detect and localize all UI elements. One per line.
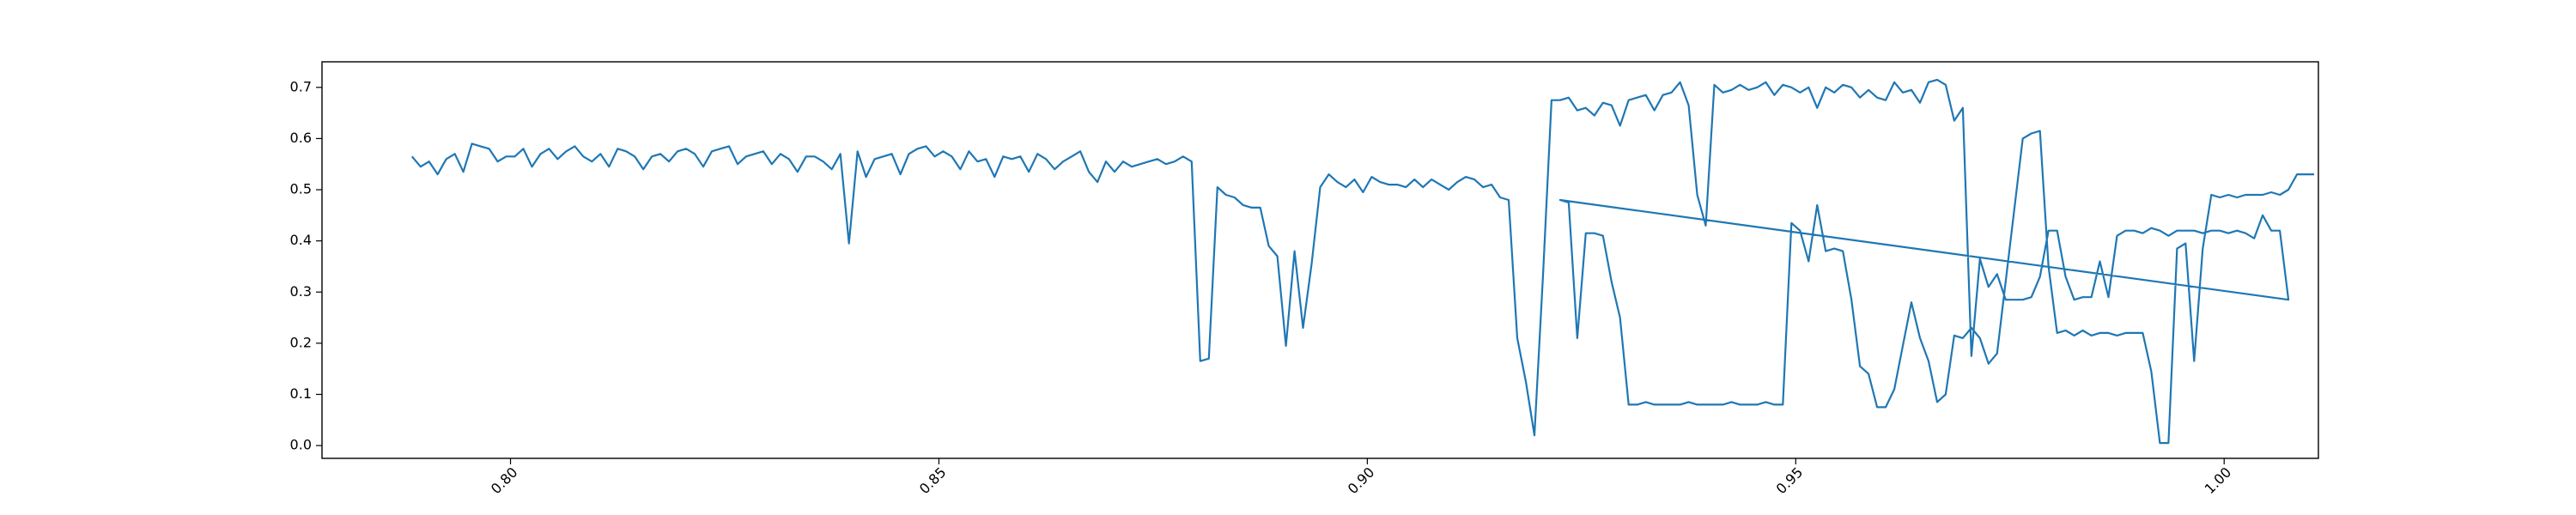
axes-frame (321, 61, 2319, 459)
y-tick-label: 0.0 (290, 437, 312, 453)
y-tick-label: 0.4 (290, 232, 312, 248)
x-tick-label: 0.85 (916, 464, 950, 498)
y-tick-label: 0.7 (290, 78, 312, 94)
y-tick-label: 0.5 (290, 181, 312, 197)
x-tick-label: 0.95 (1773, 464, 1807, 498)
x-tick-label: 0.90 (1345, 464, 1378, 498)
x-axis: 0.80 0.85 0.90 0.95 1.00 (488, 458, 2234, 497)
x-tick-label: 1.00 (2202, 464, 2235, 498)
series-line (410, 78, 2314, 445)
y-tick-label: 0.2 (290, 334, 312, 350)
y-tick-label: 0.6 (290, 130, 312, 146)
y-tick-label: 0.3 (290, 283, 312, 300)
y-tick-label: 0.1 (290, 385, 312, 402)
y-axis: 0.0 0.1 0.2 0.3 0.4 0.5 0.6 0.7 (290, 78, 322, 453)
x-tick-label: 0.80 (488, 464, 521, 498)
